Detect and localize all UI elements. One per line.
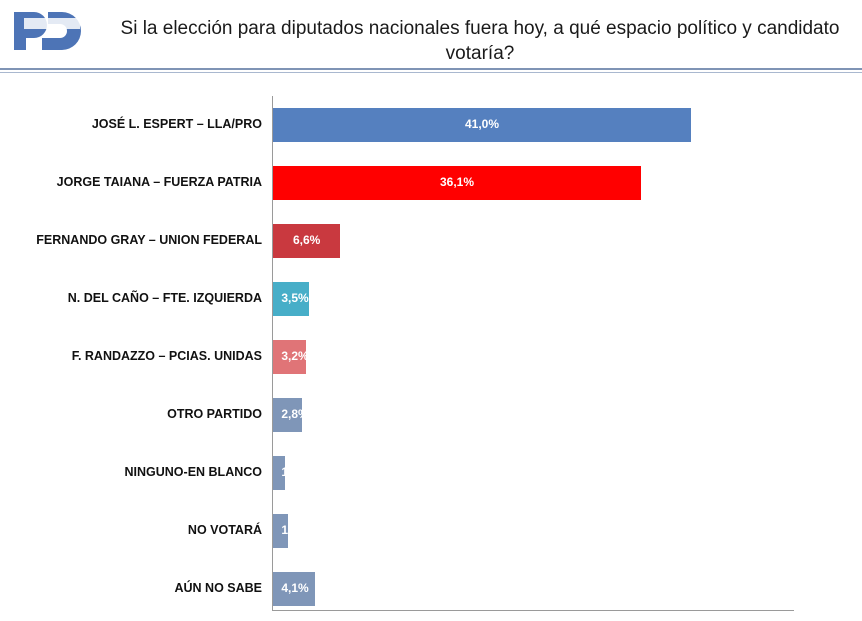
category-label: N. DEL CAÑO – FTE. IZQUIERDA <box>67 291 262 305</box>
category-label: F. RANDAZZO – PCIAS. UNIDAS <box>71 349 262 363</box>
x-axis-line <box>272 610 794 611</box>
bar <box>273 282 309 316</box>
header-divider-thin <box>0 72 862 73</box>
bar <box>273 340 306 374</box>
header-divider <box>0 68 862 70</box>
category-label: JOSÉ L. ESPERT – LLA/PRO <box>91 117 262 131</box>
category-label: OTRO PARTIDO <box>167 407 262 421</box>
data-label: 3,5% <box>281 291 309 305</box>
y-axis-line <box>272 96 273 610</box>
data-label: 41,0% <box>464 117 500 131</box>
category-label: JORGE TAIANA – FUERZA PATRIA <box>56 175 262 189</box>
chart-title: Si la elección para diputados nacionales… <box>120 18 840 64</box>
bar <box>273 224 341 258</box>
category-label: NO VOTARÁ <box>187 523 262 537</box>
category-label: AÚN NO SABE <box>174 581 262 595</box>
bar <box>273 572 315 606</box>
bar <box>273 514 289 548</box>
category-label: FERNANDO GRAY – UNION FEDERAL <box>36 233 262 247</box>
data-label: 1,2% <box>281 465 309 479</box>
data-label: 6,6% <box>292 233 321 247</box>
data-label: 3,2% <box>281 349 309 363</box>
bar <box>273 398 302 432</box>
data-label: 1,5% <box>281 523 309 537</box>
bar <box>273 456 286 490</box>
data-label: 2,8% <box>281 407 309 421</box>
bar <box>273 108 691 142</box>
category-label: NINGUNO-EN BLANCO <box>124 465 263 479</box>
data-label: 36,1% <box>440 175 475 189</box>
data-label: 4,1% <box>281 581 309 595</box>
bar <box>273 166 642 200</box>
polldata-logo <box>10 8 82 54</box>
